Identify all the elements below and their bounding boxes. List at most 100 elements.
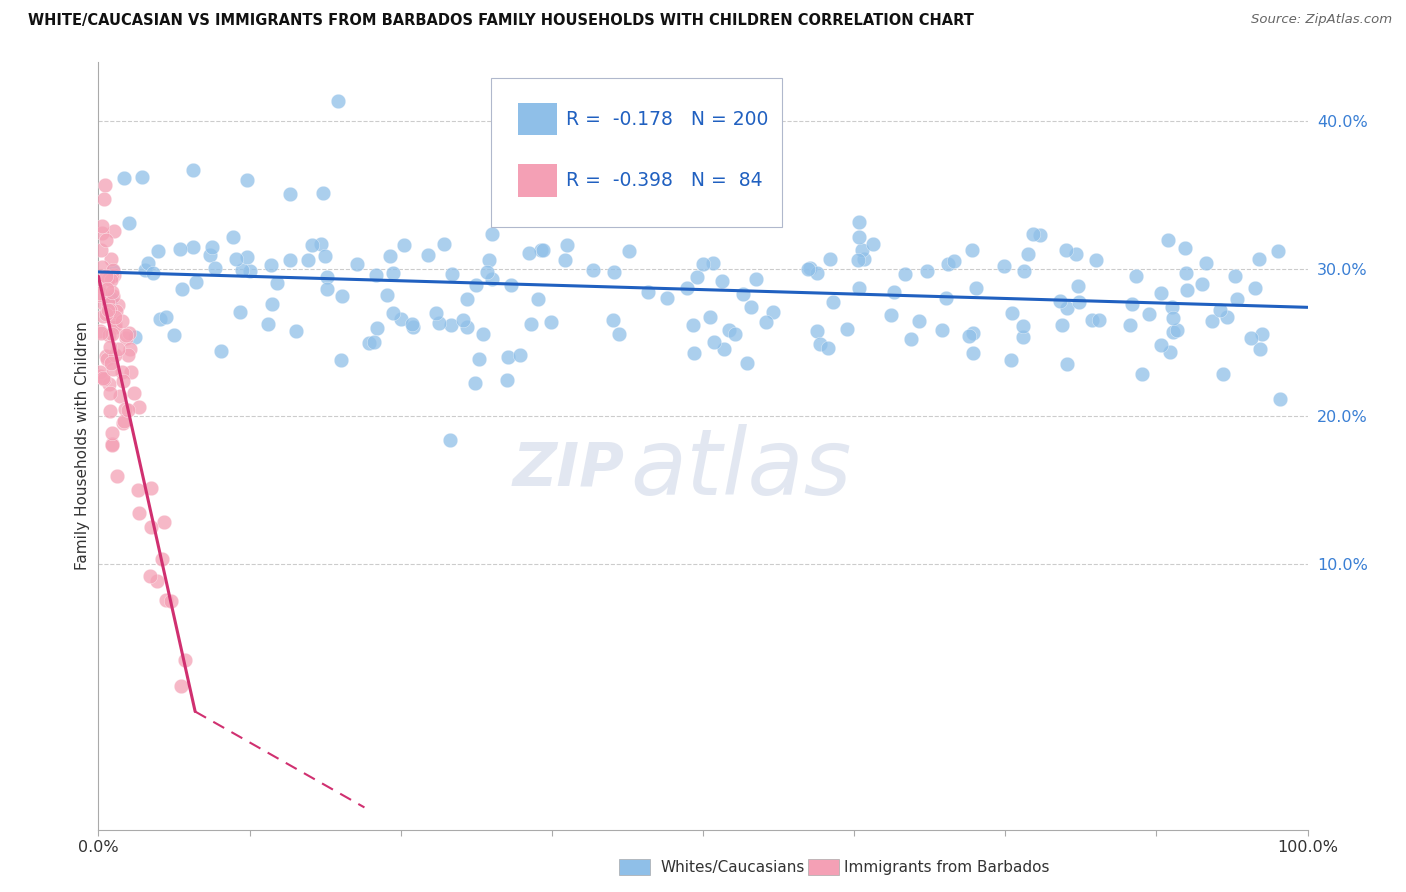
Point <box>105 469 128 483</box>
Point <box>115 327 138 342</box>
Point <box>98 340 121 354</box>
Point <box>1268 392 1291 406</box>
Point <box>711 274 734 288</box>
Point <box>1267 244 1289 258</box>
Point <box>118 215 141 229</box>
Point <box>89 324 111 338</box>
Point <box>155 310 177 325</box>
Point <box>301 238 323 252</box>
Point <box>1137 307 1160 321</box>
Point <box>1156 233 1178 247</box>
Point <box>851 243 873 257</box>
Point <box>1012 330 1035 344</box>
Point <box>155 593 177 607</box>
Point <box>402 320 425 334</box>
Y-axis label: Family Households with Children: Family Households with Children <box>75 322 90 570</box>
Point <box>148 244 170 259</box>
Point <box>115 331 138 345</box>
Point <box>174 653 197 667</box>
Point <box>1150 285 1173 300</box>
Point <box>731 287 754 301</box>
Point <box>330 289 353 303</box>
Point <box>152 515 174 529</box>
Point <box>879 308 901 322</box>
Point <box>846 253 869 268</box>
Point <box>894 267 917 281</box>
Point <box>960 243 983 257</box>
Point <box>236 250 259 264</box>
Point <box>259 258 281 272</box>
Point <box>93 297 115 311</box>
Point <box>531 244 554 258</box>
Point <box>142 266 165 280</box>
Point <box>1067 294 1090 309</box>
Point <box>163 327 186 342</box>
Point <box>1160 300 1182 314</box>
Point <box>1174 241 1197 255</box>
Point <box>363 334 385 349</box>
Point <box>509 348 531 362</box>
Point <box>139 569 162 583</box>
Point <box>101 289 124 303</box>
Point <box>1050 318 1073 333</box>
Point <box>309 237 332 252</box>
Point <box>451 312 474 326</box>
Point <box>90 326 112 340</box>
Point <box>120 365 142 379</box>
Point <box>1177 283 1199 297</box>
Point <box>713 342 735 356</box>
Point <box>98 302 121 317</box>
Point <box>101 437 124 451</box>
Point <box>96 234 118 248</box>
Point <box>278 252 301 267</box>
Point <box>101 425 124 440</box>
Point <box>278 186 301 201</box>
Point <box>1088 313 1111 327</box>
Point <box>716 204 738 219</box>
Point <box>655 292 678 306</box>
Point <box>401 318 423 332</box>
Point <box>93 372 115 386</box>
Point <box>97 327 120 342</box>
Point <box>100 252 122 266</box>
Point <box>942 253 965 268</box>
Point <box>111 365 134 379</box>
Point <box>1011 318 1033 333</box>
Point <box>150 552 173 566</box>
Point <box>1209 302 1232 317</box>
Point <box>104 304 127 318</box>
Point <box>169 242 191 256</box>
Point <box>90 226 112 240</box>
Point <box>1049 293 1071 308</box>
Point <box>820 252 842 267</box>
Point <box>145 574 167 588</box>
Point <box>160 594 183 608</box>
Point <box>209 344 232 359</box>
Point <box>1195 256 1218 270</box>
Point <box>755 316 778 330</box>
Text: Whites/Caucasians: Whites/Caucasians <box>661 860 806 874</box>
Point <box>204 261 226 276</box>
Point <box>520 317 543 331</box>
Point <box>496 350 519 364</box>
Point <box>228 305 250 319</box>
Bar <box>517 164 557 197</box>
Point <box>488 179 510 194</box>
Point <box>900 332 922 346</box>
Point <box>128 401 150 415</box>
Point <box>225 252 247 266</box>
Point <box>314 250 336 264</box>
Point <box>262 297 284 311</box>
Point <box>441 267 464 281</box>
Point <box>935 291 957 305</box>
Point <box>239 263 262 277</box>
Point <box>433 237 456 252</box>
Point <box>519 246 541 260</box>
Point <box>103 224 125 238</box>
Point <box>98 386 121 401</box>
Point <box>957 328 980 343</box>
Point <box>740 300 762 314</box>
Point <box>364 268 387 282</box>
Point <box>87 279 110 293</box>
Point <box>440 318 463 333</box>
